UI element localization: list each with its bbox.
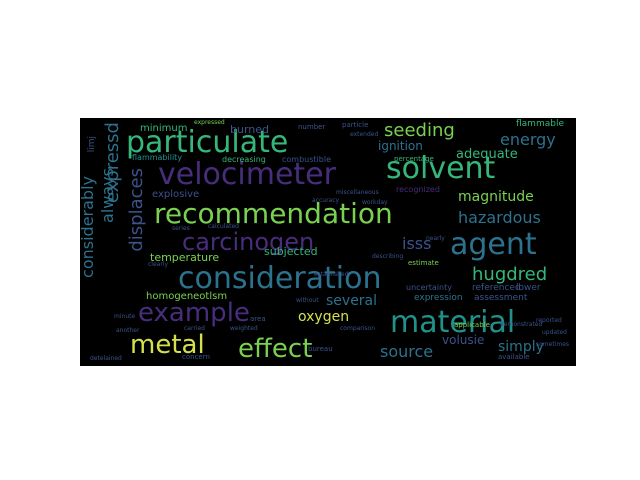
word: consideration [178,261,382,296]
word: detelained [90,355,122,362]
word: extended [350,131,379,138]
word: hugdred [472,264,548,285]
word: flammability [132,153,183,162]
word: bureau [308,345,333,353]
word: several [326,293,378,309]
word: concern [182,353,210,361]
word-vertical: displaces [126,168,147,252]
word: velocimeter [158,157,336,192]
word: assessment [474,293,528,303]
word-cloud: velocimeter particulate solvent recommen… [80,118,576,366]
word: subjected [264,245,318,258]
word: flammable [516,119,564,129]
word: seeding [384,120,455,141]
word: lower [516,283,541,293]
word: area [250,315,266,323]
word: accuracy [312,197,340,204]
word: uncertainty [406,283,452,292]
word: applicable [454,321,490,329]
word: carried [184,325,205,332]
word: estimate [408,259,439,267]
word: expression [414,293,463,303]
word: homogeneotlsm [146,291,228,302]
word: another [116,327,140,334]
word: describing [372,253,404,260]
word: without [296,297,319,304]
word: clearly [148,261,169,268]
word-vertical: limj [87,136,97,153]
word: isss [402,234,432,253]
word: carcinogen [182,228,315,256]
word: decreasing [222,155,266,164]
word: explosive [152,189,200,200]
word: number [298,123,326,131]
word-vertical: considerably [80,176,97,278]
word: established [314,271,349,278]
word: minute [114,313,136,320]
word: demonstrated [500,321,543,328]
word: temperature [150,251,220,264]
word: nearly [426,235,445,242]
word: percentage [394,155,434,163]
word: sometimes [536,341,570,348]
word: miscellaneous [336,189,379,196]
word: updated [542,329,567,336]
word: recognized [396,185,440,194]
word: reported [536,317,562,324]
word: series [172,225,190,232]
word: volusie [442,333,485,347]
word: referenced [472,283,521,293]
word: expressed [194,119,225,126]
word: example [138,298,250,328]
word: material [390,305,516,340]
word: weighted [230,325,258,332]
word: solvent [386,151,496,186]
word: hazardous [458,208,541,227]
word: ignition [378,139,423,153]
word: particle [342,121,369,129]
word: magnitude [458,189,534,205]
word: agent [450,227,537,262]
word: comparison [340,325,376,332]
word: minimum [140,123,188,134]
word: adequate [456,147,518,162]
word: effect [238,334,313,364]
word: metal [130,330,205,360]
word: simply [498,339,544,355]
word: combustible [282,155,331,164]
word-vertical: expressd [102,122,123,204]
word: energy [500,130,556,149]
word: burned [230,123,270,136]
word: available [498,353,530,361]
word: calculated [208,223,239,230]
word: workday [362,199,388,206]
word: recommendation [154,197,393,230]
word: particulate [126,125,289,160]
word: source [380,342,434,361]
word: oxygen [298,309,350,325]
